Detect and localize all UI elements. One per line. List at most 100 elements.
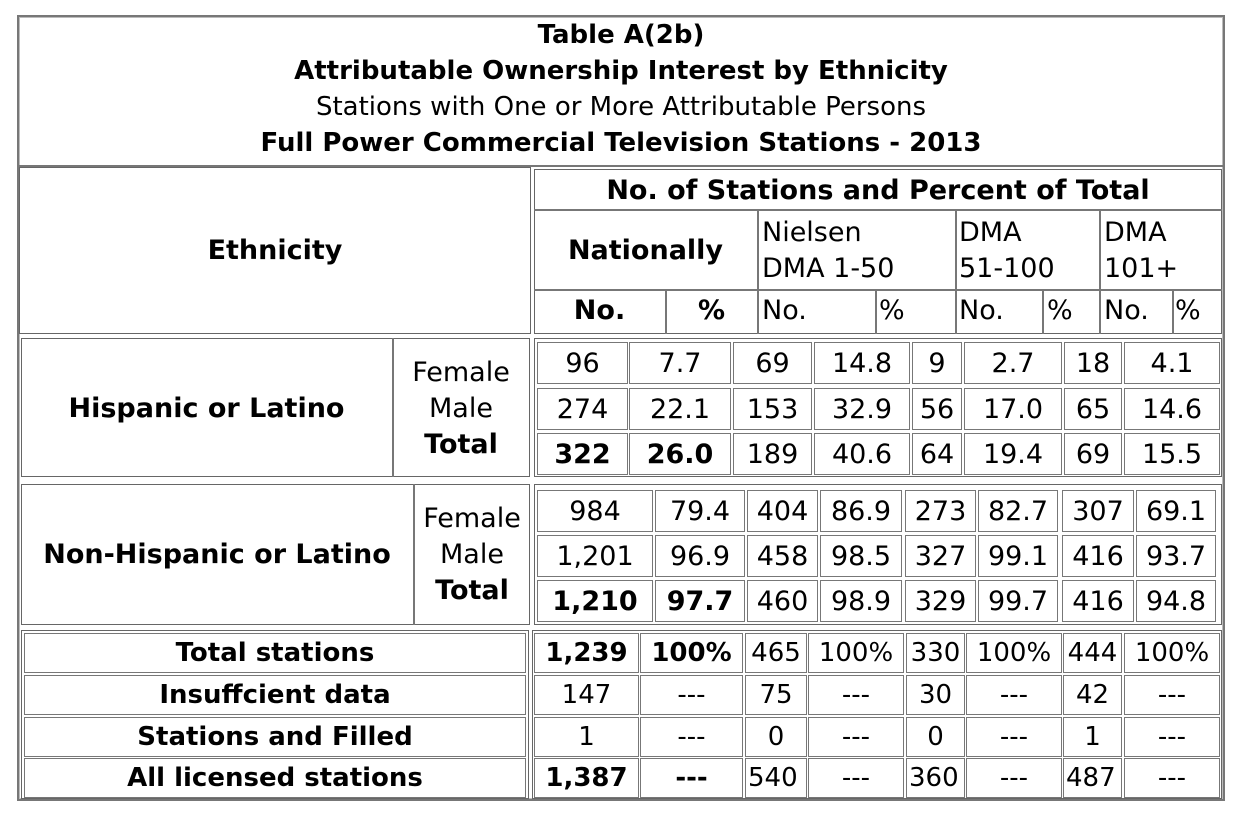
nonhispanic-label: Non-Hispanic or Latino <box>43 539 391 570</box>
totals-cell: --- <box>808 717 904 757</box>
hispanic-cell: 274 <box>537 388 628 430</box>
totals-cell: 100% <box>1124 633 1220 673</box>
totals-cell: 465 <box>745 633 807 673</box>
table-number: Table A(2b) <box>537 20 705 50</box>
nonhispanic-cell: 416 <box>1062 580 1134 622</box>
nonhispanic-cell: 307 <box>1062 490 1134 532</box>
hispanic-cell: 9 <box>912 342 962 384</box>
g2-no-header: No. <box>959 295 1004 326</box>
table-title-block: Table A(2b) Attributable Ownership Inter… <box>19 17 1223 167</box>
nat-pct-header: % <box>697 295 726 326</box>
nonhispanic-cell: 404 <box>747 490 818 532</box>
nonhispanic-cell: 96.9 <box>655 535 745 577</box>
totals-cell: --- <box>808 758 904 798</box>
hispanic-cell: 15.5 <box>1124 433 1220 475</box>
totals-cell: 540 <box>745 758 807 798</box>
totals-cell: --- <box>1124 675 1220 715</box>
totals-cell: 1 <box>534 717 639 757</box>
hispanic-label-box <box>21 338 530 477</box>
nonhispanic-sub-total: Total <box>435 575 509 606</box>
table-title: Attributable Ownership Interest by Ethni… <box>294 56 948 86</box>
nationally-header: Nationally <box>567 235 724 266</box>
hispanic-cell: 322 <box>537 433 628 475</box>
hispanic-cell: 56 <box>912 388 962 430</box>
totals-cell: --- <box>966 717 1062 757</box>
group2-header-line1: DMA <box>959 217 1022 248</box>
totals-cell: 42 <box>1063 675 1122 715</box>
hispanic-cell: 14.8 <box>814 342 910 384</box>
hispanic-sub-female: Female <box>412 357 510 388</box>
hispanic-cell: 2.7 <box>964 342 1062 384</box>
group3-header-line1: DMA <box>1104 217 1167 248</box>
nonhispanic-cell: 99.7 <box>978 580 1058 622</box>
header-ethnicity-box <box>19 167 531 334</box>
totals-cell: 444 <box>1063 633 1122 673</box>
hispanic-cell: 40.6 <box>814 433 910 475</box>
totals-cell: 0 <box>745 717 807 757</box>
ethnicity-header: Ethnicity <box>207 235 343 266</box>
totals-cell: --- <box>1124 717 1220 757</box>
nonhispanic-label-box <box>21 484 530 625</box>
hispanic-cell: 26.0 <box>629 433 731 475</box>
hispanic-sub-male: Male <box>429 393 493 424</box>
hispanic-cell: 19.4 <box>964 433 1062 475</box>
nonhispanic-cell: 93.7 <box>1136 535 1216 577</box>
nonhispanic-cell: 460 <box>747 580 818 622</box>
nonhispanic-cell: 97.7 <box>655 580 745 622</box>
totals-row-label: Stations and Filled <box>24 717 526 757</box>
hispanic-cell: 69 <box>733 342 812 384</box>
nonhispanic-cell: 1,210 <box>537 580 653 622</box>
nonhispanic-cell: 329 <box>905 580 976 622</box>
totals-cell: 30 <box>906 675 965 715</box>
g3-pct-header: % <box>1175 295 1201 326</box>
nonhispanic-cell: 416 <box>1062 535 1134 577</box>
nonhispanic-cell: 82.7 <box>978 490 1058 532</box>
hispanic-cell: 32.9 <box>814 388 910 430</box>
hispanic-cell: 14.6 <box>1124 388 1220 430</box>
totals-row-label: Insuffcient data <box>24 675 526 715</box>
hispanic-cell: 4.1 <box>1124 342 1220 384</box>
group2-header-line2: 51-100 <box>959 253 1055 284</box>
totals-cell: 1 <box>1063 717 1122 757</box>
nonhispanic-sub-female: Female <box>423 503 521 534</box>
hispanic-data-box <box>534 338 1222 477</box>
totals-cell: --- <box>640 758 743 798</box>
totals-cell: 75 <box>745 675 807 715</box>
hispanic-cell: 17.0 <box>964 388 1062 430</box>
totals-cell: --- <box>1124 758 1220 798</box>
g1-no-header: No. <box>762 295 807 326</box>
totals-row-label: All licensed stations <box>24 758 526 798</box>
totals-cell: 100% <box>808 633 904 673</box>
totals-cell: 100% <box>966 633 1062 673</box>
hispanic-cell: 22.1 <box>629 388 731 430</box>
totals-cell: 1,387 <box>534 758 639 798</box>
nonhispanic-cell: 86.9 <box>820 490 902 532</box>
totals-cell: 100% <box>640 633 743 673</box>
nonhispanic-cell: 69.1 <box>1136 490 1216 532</box>
totals-cell: --- <box>640 717 743 757</box>
hispanic-label: Hispanic or Latino <box>68 393 345 424</box>
nonhispanic-cell: 98.5 <box>820 535 902 577</box>
hispanic-cell: 69 <box>1064 433 1122 475</box>
nonhispanic-cell: 458 <box>747 535 818 577</box>
hispanic-cell: 65 <box>1064 388 1122 430</box>
group1-header-line2: DMA 1-50 <box>762 253 895 284</box>
totals-cell: 1,239 <box>534 633 639 673</box>
nat-no-header: No. <box>573 295 626 326</box>
nonhispanic-cell: 327 <box>905 535 976 577</box>
nonhispanic-cell: 98.9 <box>820 580 902 622</box>
stations-span-header: No. of Stations and Percent of Total <box>606 175 1150 206</box>
table-subtitle: Stations with One or More Attributable P… <box>315 92 927 122</box>
g1-pct-header: % <box>879 295 905 326</box>
group3-header-line2: 101+ <box>1104 253 1179 284</box>
g2-pct-header: % <box>1047 295 1073 326</box>
nonhispanic-cell: 79.4 <box>655 490 745 532</box>
g3-no-header: No. <box>1104 295 1149 326</box>
group1-header-line1: Nielsen <box>762 217 862 248</box>
hispanic-cell: 18 <box>1064 342 1122 384</box>
nonhispanic-data-box <box>534 484 1222 625</box>
totals-cell: --- <box>808 675 904 715</box>
hispanic-sub-total: Total <box>424 429 498 460</box>
nonhispanic-sub-male: Male <box>440 539 504 570</box>
nonhispanic-cell: 1,201 <box>537 535 653 577</box>
